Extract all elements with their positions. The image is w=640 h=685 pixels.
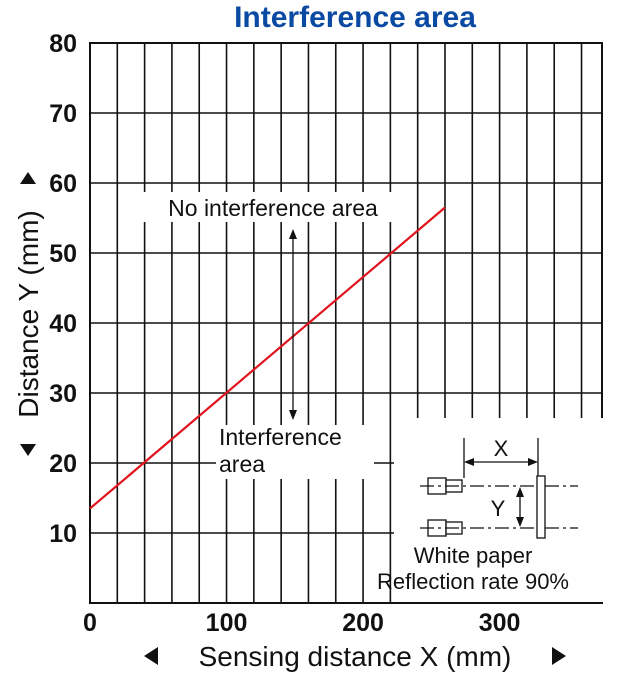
annotation-bg-above [140, 192, 405, 222]
y-tick-label: 30 [49, 380, 77, 408]
annotation-no-interference: No interference area [168, 195, 378, 221]
x-tick-label: 200 [342, 609, 384, 637]
x-axis-label-group: Sensing distance X (mm) [144, 641, 566, 672]
dimension-arrow-down-icon [516, 517, 524, 527]
x-axis-left-arrow-icon [144, 647, 158, 665]
y-axis-label-group: Distance Y (mm) [13, 172, 44, 456]
y-axis-label: Distance Y (mm) [13, 210, 44, 417]
x-axis-right-arrow-icon [552, 647, 566, 665]
annotation-interference-line1: Interference [219, 424, 342, 450]
series-line [89, 206, 446, 510]
dimension-arrow-left-icon [464, 458, 474, 466]
y-tick-label: 40 [49, 310, 77, 338]
dimension-arrow-up-icon [516, 487, 524, 497]
x-axis-label: Sensing distance X (mm) [199, 641, 512, 672]
y-axis-right-arrow-icon [20, 172, 36, 184]
chart-title: Interference area [234, 1, 476, 34]
y-axis-left-arrow-icon [20, 444, 36, 456]
y-tick-label: 20 [49, 450, 77, 478]
plot-frame [89, 42, 603, 604]
inset-diagram: X Y White paper Reflection rate 90% [377, 418, 604, 602]
inset-x-label: X [494, 436, 509, 461]
annotation-interference-line2: area [219, 451, 265, 477]
y-tick-label: 80 [49, 30, 77, 58]
double-arrow-icon [289, 229, 297, 420]
inset-y-label: Y [491, 496, 506, 521]
x-tick-label: 300 [479, 609, 521, 637]
annotation-bg-below [216, 425, 374, 479]
y-tick-label: 10 [49, 520, 77, 548]
x-tick-labels: 0 100 200 300 [83, 609, 520, 637]
dimension-arrow-right-icon [528, 458, 538, 466]
y-tick-labels: 10 20 30 40 50 60 70 80 [49, 30, 77, 548]
white-paper-icon [536, 475, 546, 539]
y-tick-label: 60 [49, 170, 77, 198]
y-tick-label: 70 [49, 100, 77, 128]
x-tick-label: 100 [206, 609, 248, 637]
x-tick-label: 0 [83, 609, 97, 637]
inset-background [394, 418, 604, 602]
inset-caption-line1: White paper [414, 543, 533, 568]
y-tick-label: 50 [49, 240, 77, 268]
inset-caption-line2: Reflection rate 90% [377, 569, 569, 594]
